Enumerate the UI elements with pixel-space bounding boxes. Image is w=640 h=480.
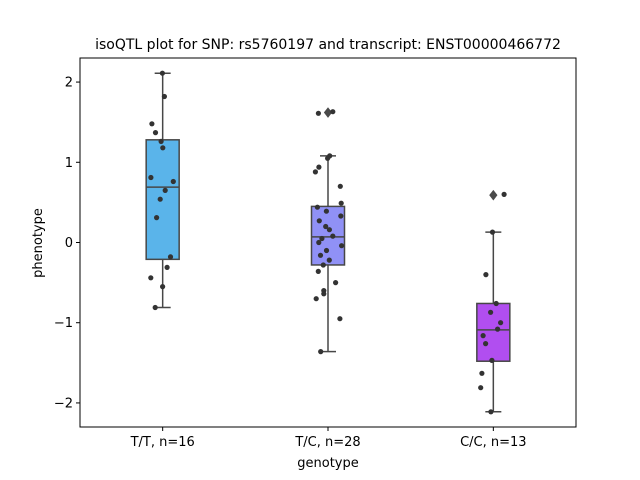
x-tick-label: C/C, n=13	[460, 435, 526, 450]
data-point	[161, 93, 167, 100]
data-point	[167, 254, 174, 260]
outlier-marker	[489, 189, 498, 201]
data-point	[149, 121, 155, 127]
data-point	[162, 187, 168, 193]
data-point	[164, 264, 170, 270]
data-point	[483, 272, 489, 278]
data-point	[159, 70, 165, 76]
data-point	[148, 174, 154, 181]
data-point	[323, 247, 330, 254]
data-point	[493, 300, 499, 307]
data-point	[338, 213, 344, 219]
data-point	[319, 235, 325, 242]
data-point	[330, 109, 336, 115]
box-group	[310, 107, 346, 355]
data-point	[152, 304, 158, 311]
data-point	[320, 262, 326, 268]
data-point	[315, 268, 321, 274]
data-point	[333, 280, 339, 286]
data-point	[479, 370, 485, 376]
data-point	[314, 204, 320, 210]
data-point	[488, 409, 494, 415]
data-point	[323, 208, 329, 214]
x-tick-label: T/T, n=16	[130, 435, 195, 450]
data-point	[316, 164, 322, 170]
data-point	[313, 296, 319, 302]
data-point	[321, 291, 327, 297]
data-point	[312, 169, 318, 175]
data-point	[337, 316, 343, 322]
data-point	[326, 227, 332, 233]
data-point	[160, 145, 166, 151]
y-tick-label: −2	[54, 396, 73, 411]
y-tick-label: 2	[65, 76, 73, 91]
data-point	[337, 183, 343, 189]
data-point	[501, 191, 507, 197]
data-point	[325, 155, 331, 161]
data-point	[339, 243, 345, 249]
data-point	[315, 110, 321, 116]
data-point	[317, 252, 324, 258]
data-point	[480, 333, 486, 339]
box-group	[145, 70, 180, 311]
box-group	[476, 189, 511, 415]
chart-title: isoQTL plot for SNP: rs5760197 and trans…	[95, 37, 561, 53]
x-tick-label: T/C, n=28	[294, 435, 360, 450]
data-point	[152, 130, 159, 136]
data-point	[157, 196, 163, 202]
data-point	[158, 138, 164, 144]
y-tick-label: −1	[54, 316, 73, 331]
data-point	[323, 223, 329, 230]
data-point	[318, 349, 324, 355]
data-point	[148, 275, 154, 281]
data-point	[316, 218, 322, 224]
data-point	[489, 229, 496, 235]
data-point	[160, 284, 166, 290]
box-iqr	[476, 302, 511, 362]
data-point	[170, 178, 176, 185]
data-point	[483, 341, 489, 347]
data-point	[154, 215, 160, 221]
data-point	[478, 385, 484, 391]
y-axis-label: phenotype	[31, 208, 46, 278]
data-point	[338, 200, 344, 206]
data-point	[316, 239, 322, 246]
y-tick-label: 0	[65, 236, 73, 251]
data-point	[495, 326, 501, 332]
data-point	[489, 357, 495, 363]
data-point	[330, 233, 336, 239]
data-point	[498, 320, 504, 326]
data-point	[488, 309, 494, 315]
x-axis-label: genotype	[297, 456, 358, 471]
y-tick-label: 1	[65, 156, 73, 171]
data-point	[326, 257, 332, 263]
